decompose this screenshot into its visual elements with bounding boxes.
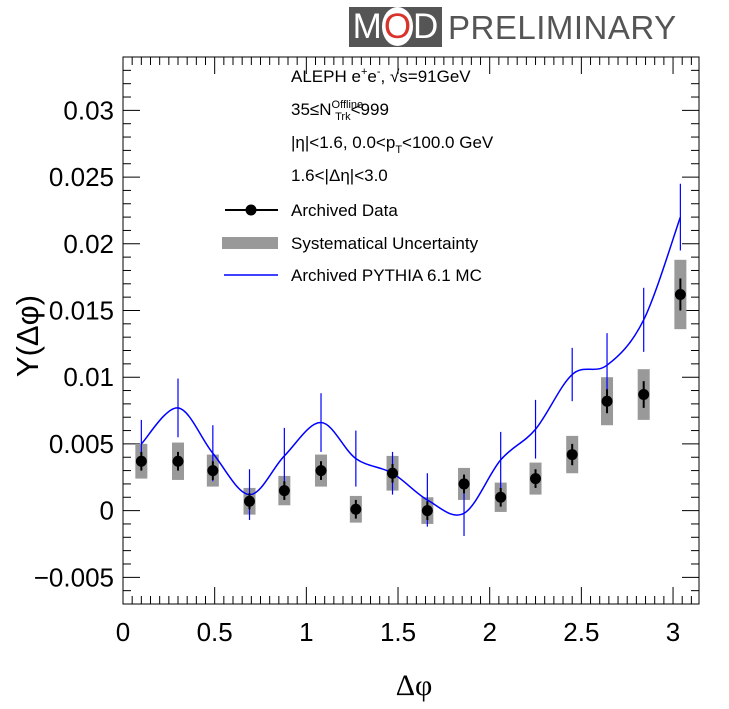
annotation-part: Offline — [332, 99, 364, 111]
y-tick-label: 0.015 — [49, 295, 114, 325]
data-point — [278, 485, 290, 497]
data-point — [207, 465, 219, 477]
y-tick-label: 0.02 — [63, 229, 114, 259]
logo-letter: O — [381, 7, 414, 46]
plot-frame — [122, 56, 700, 605]
y-tick-label: 0.03 — [63, 95, 114, 125]
data-point — [566, 449, 578, 461]
legend-syst-swatch — [222, 237, 278, 249]
mc-layer — [140, 183, 682, 536]
y-tick-label: −0.005 — [34, 562, 114, 592]
data-point — [172, 455, 184, 467]
annotation-line4: 1.6<|Δη|<3.0 — [291, 166, 388, 185]
annotation-part: <100.0 GeV — [402, 133, 494, 152]
data-layer — [135, 278, 686, 520]
annotations: ALEPH e+e-, √s=91GeV 35≤NOffline Trk<999 |η… — [291, 66, 494, 185]
annotation-part: e — [367, 67, 376, 86]
y-tick-label: 0.005 — [49, 429, 114, 459]
annotation-part: + — [361, 66, 367, 78]
y-tick-label: 0.025 — [49, 162, 114, 192]
mc-curve — [140, 216, 682, 516]
x-tick-label: 2.5 — [563, 617, 599, 647]
data-point — [421, 505, 433, 517]
legend-label: Archived PYTHIA 6.1 MC — [291, 266, 482, 285]
logo-letter: D — [413, 7, 439, 46]
annotation-part: |η|<1.6, 0.0<p — [291, 133, 395, 152]
data-point — [244, 495, 256, 507]
annotation-line2: 35≤NOffline Trk<999 — [291, 99, 389, 123]
data-point — [315, 465, 327, 477]
data-point — [350, 503, 362, 515]
annotation-part: , √s=91GeV — [381, 67, 472, 86]
x-tick-label: 1 — [299, 617, 313, 647]
tick-labels: 0 0.5 1 1.5 2 2.5 3−0.00500.0050.010.0150.020.… — [34, 95, 681, 647]
legend-label: Archived Data — [291, 201, 398, 220]
data-point — [135, 455, 147, 467]
annotation-part: 35≤N — [291, 100, 332, 119]
annotation-part: - — [377, 66, 381, 78]
x-tick-label: 1.5 — [380, 617, 416, 647]
logo-letter: M — [352, 7, 382, 46]
annotation-line1: ALEPH e+e-, √s=91GeV — [291, 66, 471, 86]
annotation-part: T — [395, 144, 402, 156]
legend: Archived Data Systematical Uncertainty Arc… — [222, 201, 482, 285]
systematic-boxes — [135, 259, 687, 524]
y-tick-label: 0 — [100, 496, 114, 526]
logo-preliminary-text: PRELIMINARY — [448, 9, 677, 46]
y-axis-label: Y(Δφ) — [10, 295, 45, 377]
logo-mod-text: MOD — [349, 7, 442, 47]
y-tick-label: 0.01 — [63, 362, 114, 392]
data-point — [387, 467, 399, 479]
legend-data-marker — [245, 204, 257, 216]
x-tick-label: 0 — [116, 617, 130, 647]
data-point — [495, 491, 507, 503]
annotation-part: <999 — [351, 100, 389, 119]
data-point — [638, 389, 650, 401]
data-point — [674, 288, 686, 300]
data-point — [458, 478, 470, 490]
annotation-part: Trk — [335, 111, 351, 123]
data-point — [601, 395, 613, 407]
annotation-part: ALEPH e — [291, 67, 361, 86]
x-tick-label: 2 — [482, 617, 496, 647]
legend-label: Systematical Uncertainty — [291, 234, 479, 253]
axis-ticks — [122, 56, 699, 605]
x-axis-label: Δφ — [396, 669, 433, 702]
data-point — [530, 473, 542, 485]
annotation-part: 1.6<|Δη|<3.0 — [291, 166, 388, 185]
x-tick-label: 3 — [666, 617, 680, 647]
x-tick-label: 0.5 — [197, 617, 233, 647]
annotation-line3: |η|<1.6, 0.0<pT<100.0 GeV — [291, 133, 494, 156]
